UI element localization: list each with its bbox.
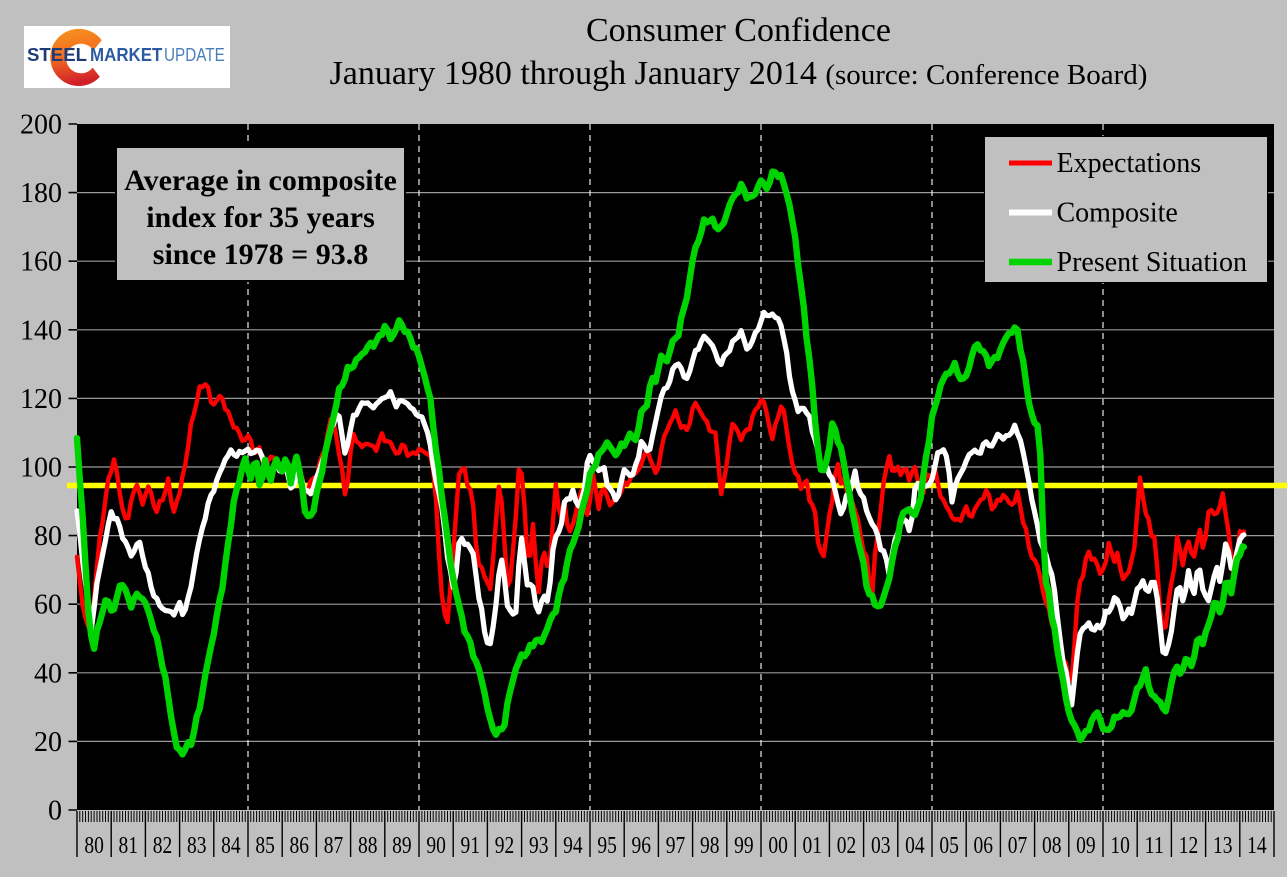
svg-text:87: 87: [324, 833, 344, 859]
svg-text:60: 60: [34, 590, 62, 621]
svg-text:84: 84: [221, 833, 241, 859]
svg-text:Composite: Composite: [1057, 198, 1178, 229]
svg-text:200: 200: [20, 110, 62, 141]
svg-text:08: 08: [1042, 833, 1062, 859]
svg-text:94: 94: [563, 833, 583, 859]
svg-text:03: 03: [871, 833, 891, 859]
svg-text:82: 82: [153, 833, 173, 859]
svg-text:98: 98: [700, 833, 720, 859]
svg-text:89: 89: [392, 833, 412, 859]
svg-text:85: 85: [255, 833, 275, 859]
svg-text:11: 11: [1145, 833, 1165, 859]
svg-text:40: 40: [34, 658, 62, 689]
svg-text:80: 80: [34, 521, 62, 552]
svg-text:14: 14: [1247, 833, 1267, 859]
svg-text:92: 92: [495, 833, 515, 859]
svg-text:160: 160: [20, 247, 62, 278]
svg-text:0: 0: [48, 796, 62, 827]
svg-text:81: 81: [119, 833, 139, 859]
svg-text:01: 01: [803, 833, 823, 859]
svg-text:88: 88: [358, 833, 378, 859]
svg-text:120: 120: [20, 384, 62, 415]
svg-text:99: 99: [734, 833, 754, 859]
svg-text:13: 13: [1213, 833, 1233, 859]
svg-text:86: 86: [290, 833, 310, 859]
svg-text:10: 10: [1110, 833, 1130, 859]
svg-text:91: 91: [461, 833, 481, 859]
svg-text:Present Situation: Present Situation: [1057, 247, 1248, 278]
svg-text:09: 09: [1076, 833, 1096, 859]
svg-text:140: 140: [20, 315, 62, 346]
svg-text:97: 97: [666, 833, 686, 859]
svg-text:83: 83: [187, 833, 207, 859]
svg-text:93: 93: [529, 833, 549, 859]
svg-text:100: 100: [20, 453, 62, 484]
svg-text:96: 96: [632, 833, 652, 859]
svg-text:20: 20: [34, 727, 62, 758]
svg-text:95: 95: [597, 833, 617, 859]
svg-text:00: 00: [768, 833, 788, 859]
svg-text:07: 07: [1008, 833, 1028, 859]
svg-text:90: 90: [426, 833, 446, 859]
svg-text:12: 12: [1179, 833, 1199, 859]
svg-text:180: 180: [20, 178, 62, 209]
svg-text:06: 06: [974, 833, 994, 859]
svg-text:80: 80: [84, 833, 104, 859]
svg-text:05: 05: [939, 833, 959, 859]
svg-text:02: 02: [837, 833, 857, 859]
svg-text:04: 04: [905, 833, 925, 859]
svg-text:Expectations: Expectations: [1057, 148, 1202, 179]
